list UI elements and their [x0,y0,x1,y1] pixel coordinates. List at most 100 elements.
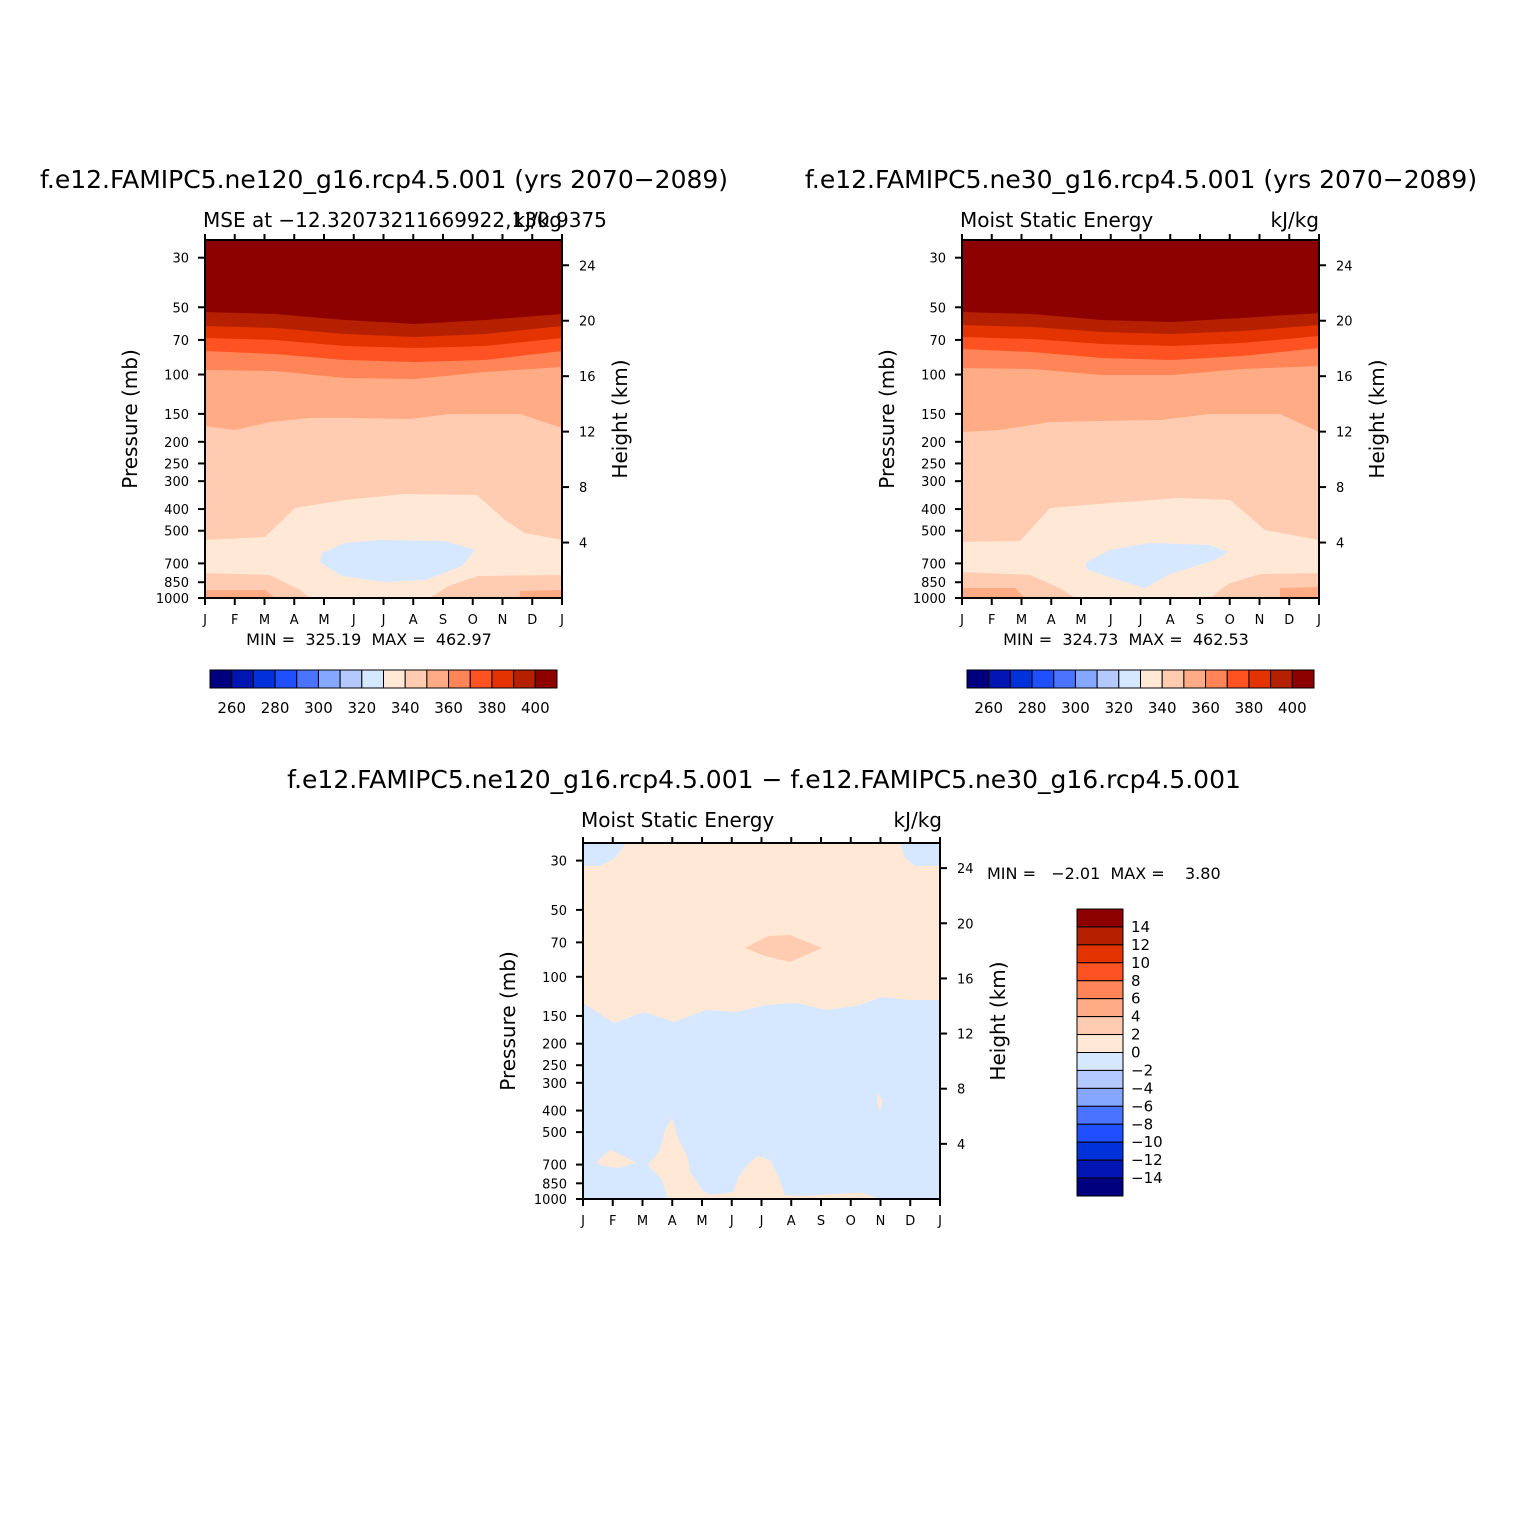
x-tick-label: M [696,1214,707,1229]
y2-tick-label: 8 [579,481,587,496]
y-tick-label: 400 [921,503,946,518]
colorbar-label: 300 [304,699,333,717]
colorbar-label: 320 [1104,699,1133,717]
x-tick-label: M [1016,613,1027,628]
region-below-0-top-left [583,843,626,866]
colorbar-box [1031,669,1055,689]
x-tick-label: D [905,1214,915,1229]
colorbar-box [426,669,450,689]
y2-tick-label: 12 [579,426,596,441]
y-tick-label: 200 [542,1038,567,1053]
x-tick-label: A [409,613,418,628]
colorbar-label: −14 [1131,1169,1163,1187]
panel2-title: f.e12.FAMIPC5.ne30_g16.rcp4.5.001 (yrs 2… [805,165,1477,194]
panel2-colorbar: 260 280 300 320 340 360 380 400 [966,669,1315,717]
panel2-ylabel: Pressure (mb) [875,349,899,489]
colorbar-box [361,669,384,689]
y-tick-label: 100 [921,369,946,384]
region-below-320 [1085,543,1228,588]
panel1-y2-ticks: 24 20 16 12 8 4 [562,259,596,552]
colorbar-label: 400 [521,699,550,717]
y-tick-label: 850 [921,576,946,591]
y-tick-label: 30 [550,855,567,870]
panel-difference: f.e12.FAMIPC5.ne120_g16.rcp4.5.001 − f.e… [287,765,1241,1229]
y-tick-label: 30 [929,252,946,267]
y-tick-label: 50 [929,301,946,316]
y-tick-label: 250 [542,1059,567,1074]
panel-ne30: f.e12.FAMIPC5.ne30_g16.rcp4.5.001 (yrs 2… [805,165,1477,717]
colorbar-box [1076,1069,1124,1089]
y-tick-label: 1000 [534,1193,567,1208]
y2-tick-label: 20 [1336,315,1353,330]
colorbar-box [1183,669,1207,689]
x-tick-label: J [1138,613,1143,628]
y-tick-label: 500 [164,525,189,540]
y-tick-label: 150 [921,408,946,423]
panel3-y2-ticks: 24 20 16 12 8 4 [940,862,974,1153]
colorbar-label: −6 [1131,1097,1153,1115]
colorbar-box [1076,998,1124,1018]
colorbar-label: −10 [1131,1133,1163,1151]
colorbar-label: 4 [1131,1008,1141,1026]
panel2-y2label: Height (km) [1365,359,1389,478]
y-tick-label: 250 [921,457,946,472]
colorbar-box [252,669,276,689]
colorbar-label: 0 [1131,1044,1141,1062]
colorbar-box [1076,926,1124,946]
region-0-to-2-feb [596,1150,636,1168]
y-tick-label: 50 [172,301,189,316]
panel2-contour-field [962,240,1319,598]
colorbar-label: 280 [261,699,290,717]
y-tick-label: 400 [542,1105,567,1120]
x-tick-label: N [498,613,508,628]
y2-tick-label: 24 [1336,259,1353,274]
y2-tick-label: 16 [1336,370,1353,385]
panel2-min-max: MIN = 324.73 MAX = 462.53 [1003,630,1249,649]
region-below-320 [320,540,475,582]
colorbar-box [1076,1141,1124,1161]
colorbar-box [1076,1016,1124,1036]
panel3-left-subtitle: Moist Static Energy [581,808,774,832]
colorbar-box [1074,669,1098,689]
y2-tick-label: 4 [957,1138,965,1153]
y-tick-label: 1000 [156,592,189,607]
colorbar-label: 10 [1131,954,1150,972]
band-peach-low [962,572,1319,598]
colorbar-box [1076,962,1124,982]
y-tick-label: 300 [542,1077,567,1092]
panel1-left-subtitle: MSE at −12.32073211669922,130.9375 [203,208,607,232]
colorbar-label: −4 [1131,1079,1153,1097]
x-tick-label: A [668,1214,677,1229]
x-tick-label: S [439,613,447,628]
panel3-units: kJ/kg [894,808,943,832]
panel1-contour-field [205,240,562,598]
y-tick-label: 400 [164,503,189,518]
panel3-min-max: MIN = −2.01 MAX = 3.80 [987,864,1221,883]
colorbar-box [209,669,233,689]
colorbar-label: 400 [1278,699,1307,717]
x-tick-label: J [559,613,564,628]
colorbar-label: 380 [478,699,507,717]
colorbar-label: 260 [217,699,246,717]
y2-tick-label: 20 [579,315,596,330]
x-tick-label: J [381,613,386,628]
colorbar-label: 14 [1131,918,1150,936]
x-tick-label: O [1225,613,1235,628]
y-tick-label: 300 [921,475,946,490]
region-below-0-main [583,997,940,1199]
colorbar-box [1076,1105,1124,1125]
y-tick-label: 100 [164,369,189,384]
panel1-units: kJ/kg [514,208,563,232]
band-peach-low [205,573,562,598]
colorbar-box [513,669,536,689]
y-tick-label: 30 [172,252,189,267]
colorbar-label: −12 [1131,1151,1163,1169]
panel2-units: kJ/kg [1271,208,1320,232]
x-tick-label: J [729,1214,734,1229]
